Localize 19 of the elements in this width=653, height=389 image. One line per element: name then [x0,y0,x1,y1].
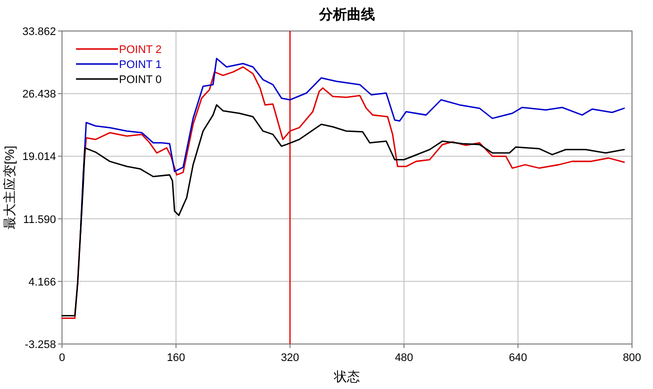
x-tick-label: 0 [58,352,66,364]
y-tick-label: 33.862 [22,26,56,38]
legend-label: POINT 0 [119,74,162,86]
y-tick-label: 19.014 [22,151,56,164]
y-tick-label: 4.166 [28,276,56,288]
legend-label: POINT 1 [119,59,162,71]
x-tick-label: 640 [508,352,528,364]
y-tick-label: 26.438 [22,88,56,101]
chart-title: 分析曲线 [318,6,375,22]
line-series [61,104,625,316]
x-tick-label: 320 [280,352,300,364]
x-tick-label: 160 [166,352,186,364]
legend-label: POINT 2 [119,44,162,56]
x-axis-title: 状态 [333,369,360,384]
x-tick-label: 480 [394,352,414,364]
x-tick-label: 800 [622,352,642,364]
y-tick-label: -3.258 [24,339,56,351]
y-tick-label: 11.590 [23,214,56,226]
y-axis-title: 最大主应变[%] [2,146,17,230]
